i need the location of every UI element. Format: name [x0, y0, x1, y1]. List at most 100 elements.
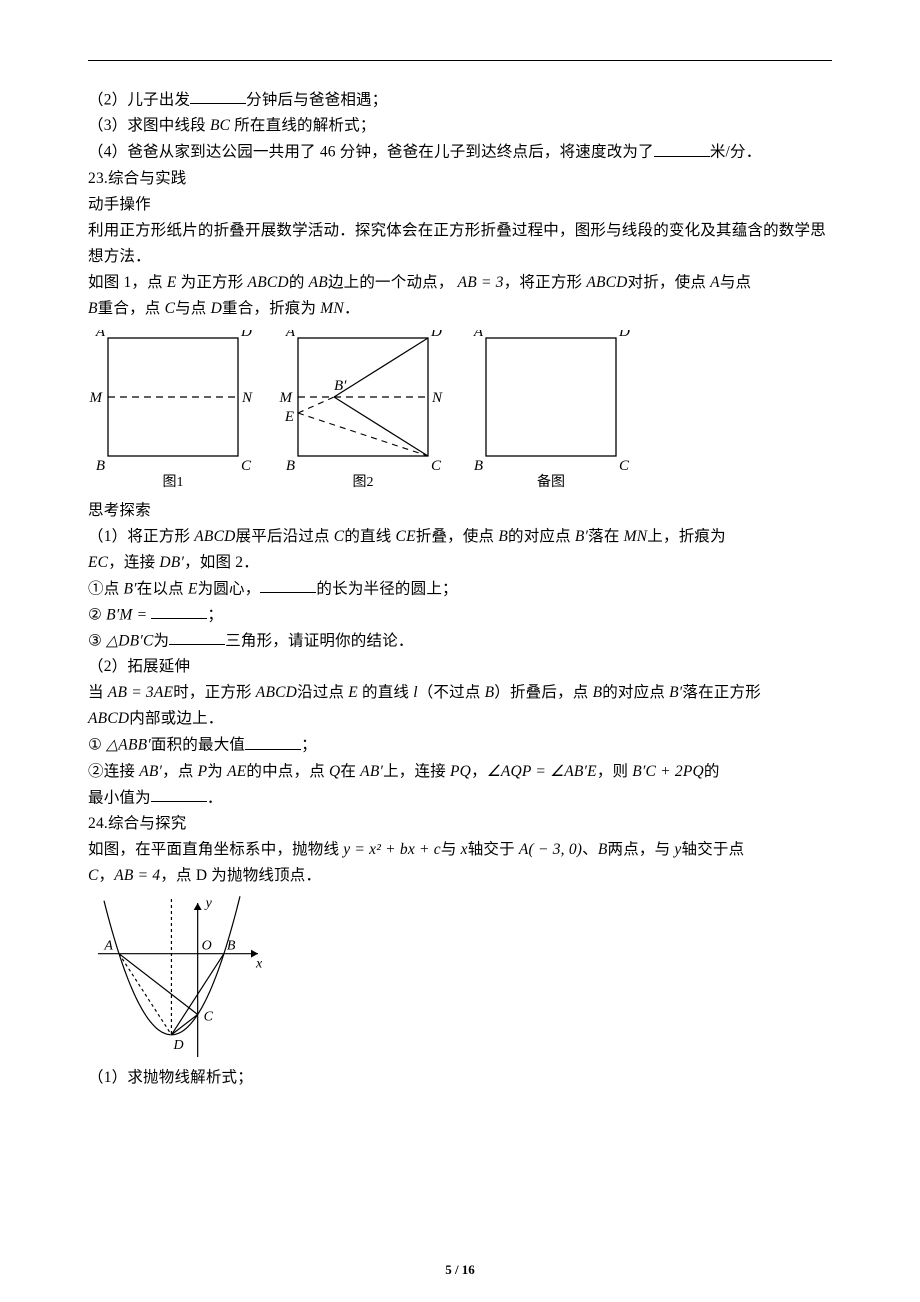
t: 、: [582, 841, 598, 858]
t: （1）将正方形: [88, 528, 194, 545]
t: 为正方形: [177, 274, 248, 291]
q23-i2: ② B′M = ；: [88, 602, 832, 628]
t: 与点: [175, 300, 210, 317]
angle: ∠AQP = ∠AB′E: [487, 763, 597, 780]
t: 落在正方形: [682, 684, 761, 701]
svg-text:M: M: [279, 390, 294, 406]
text: （3）求图中线段: [88, 117, 210, 134]
pt-e: E: [188, 580, 198, 597]
t: ；: [207, 606, 223, 623]
t: 在: [340, 763, 360, 780]
t: ②: [88, 606, 106, 623]
q23-s1-1: （1）将正方形 ABCD展平后沿过点 C的直线 CE折叠，使点 B的对应点 B′…: [88, 524, 832, 550]
abcd: ABCD: [88, 710, 129, 727]
abp: AB′: [360, 763, 383, 780]
t: 对折，使点: [628, 274, 711, 291]
abcd: ABCD: [256, 684, 297, 701]
pq: PQ: [450, 763, 471, 780]
parabola-figure: ABCDOxy: [88, 893, 268, 1063]
ab-eq: AB = 4: [114, 867, 160, 884]
t: 折叠，使点: [416, 528, 499, 545]
t: 的对应点: [602, 684, 669, 701]
q23-think: 思考探索: [88, 498, 832, 524]
t: ，: [99, 867, 115, 884]
t: 最小值为: [88, 789, 151, 806]
q23-i3: ③ △DB′C为三角形，请证明你的结论．: [88, 628, 832, 654]
q24-l2: C，AB = 4，点 D 为抛物线顶点．: [88, 863, 832, 889]
t: 面积的最大值: [151, 737, 245, 754]
q24-p1: （1）求抛物线解析式；: [88, 1065, 832, 1091]
mn: MN: [624, 528, 648, 545]
t: ①: [88, 737, 106, 754]
bpm: B′M =: [106, 606, 147, 623]
q23-intro: 利用正方形纸片的折叠开展数学活动．探究体会在正方形折叠过程中，图形与线段的变化及…: [88, 218, 832, 270]
t: 的: [289, 274, 309, 291]
page-number-text: 5 / 16: [445, 1262, 475, 1277]
t: 重合，折痕为: [222, 300, 320, 317]
text: 米/分．: [710, 144, 762, 161]
t: ，点: [162, 763, 197, 780]
ab: AB: [309, 274, 328, 291]
pt-c: C: [88, 867, 99, 884]
t: 与点: [720, 274, 751, 291]
t: ，: [471, 763, 487, 780]
page: （2）儿子出发分钟后与爸爸相遇； （3）求图中线段 BC 所在直线的解析式； （…: [0, 0, 920, 1141]
q22-part4: （4）爸爸从家到达公园一共用了 46 分钟，爸爸在儿子到达终点后，将速度改为了 米…: [88, 139, 832, 165]
A-pt: A( − 3, 0): [519, 841, 582, 858]
eq: y = x² + bx + c: [343, 841, 441, 858]
tri-abb: △ABB′: [106, 737, 151, 754]
pt-b: B: [88, 300, 98, 317]
svg-text:备图: 备图: [537, 473, 565, 490]
svg-text:B: B: [227, 939, 236, 954]
q23-ee3: 最小值为．: [88, 785, 832, 811]
svg-text:N: N: [431, 390, 443, 406]
t: ③: [88, 632, 106, 649]
pt-e: E: [167, 274, 177, 291]
svg-text:图2: 图2: [353, 475, 374, 490]
y: y: [674, 841, 681, 858]
abcd: ABCD: [586, 274, 627, 291]
q23-title: 23.综合与实践: [88, 166, 832, 192]
dbp: DB′: [159, 554, 184, 571]
t: 的直线: [344, 528, 395, 545]
text: （4）爸爸从家到达公园一共用了 46 分钟，爸爸在儿子到达终点后，将速度改为了: [88, 144, 654, 161]
t: 上，折痕为: [647, 528, 726, 545]
t: 为: [207, 763, 227, 780]
svg-text:A: A: [103, 939, 113, 954]
t: 沿过点: [297, 684, 348, 701]
t: ；: [301, 737, 317, 754]
text: 所在直线的解析式；: [230, 117, 375, 134]
t: ，将正方形: [504, 274, 587, 291]
svg-text:C: C: [431, 458, 442, 474]
blank: [245, 732, 301, 749]
abp: AB′: [139, 763, 162, 780]
q23-ee1: ① △ABB′面积的最大值 ；: [88, 732, 832, 758]
t: 如图 1，点: [88, 274, 167, 291]
pt-b: B: [485, 684, 495, 701]
q23-s1-2: EC，连接 DB′，如图 2．: [88, 550, 832, 576]
t: ．: [344, 300, 360, 317]
t: 如图，在平面直角坐标系中，抛物线: [88, 841, 343, 858]
t: ，点 D 为抛物线顶点．: [160, 867, 321, 884]
svg-text:C: C: [619, 458, 630, 474]
t: 在以点: [137, 580, 188, 597]
svg-text:A: A: [285, 330, 296, 340]
q24-title: 24.综合与探究: [88, 811, 832, 837]
ab3ae: AB = 3AE: [108, 684, 173, 701]
svg-text:y: y: [204, 896, 213, 911]
svg-text:A: A: [473, 330, 484, 340]
figure-set: A D M N B C 图1 A D M: [88, 330, 638, 490]
q23-e2: ABCD内部或边上．: [88, 706, 832, 732]
page-number: 5 / 16: [0, 1262, 920, 1278]
top-rule: [88, 60, 832, 61]
t: （不过点: [418, 684, 485, 701]
t: 的: [704, 763, 720, 780]
blank: [151, 602, 207, 619]
t: 轴交于点: [682, 841, 745, 858]
q24-l1: 如图，在平面直角坐标系中，抛物线 y = x² + bx + c与 x轴交于 A…: [88, 837, 832, 863]
svg-text:D: D: [618, 330, 630, 340]
t: 轴交于: [468, 841, 519, 858]
tri-dbc: △DB′C: [106, 632, 153, 649]
x: x: [461, 841, 468, 858]
blank: [151, 785, 207, 802]
